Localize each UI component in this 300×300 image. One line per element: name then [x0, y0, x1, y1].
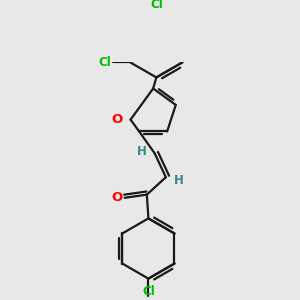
- Text: Cl: Cl: [150, 0, 163, 11]
- Text: Cl: Cl: [142, 285, 155, 298]
- Text: H: H: [137, 146, 147, 158]
- Text: Cl: Cl: [98, 56, 111, 69]
- Text: O: O: [111, 113, 123, 126]
- Text: H: H: [174, 174, 184, 187]
- Text: O: O: [111, 191, 122, 204]
